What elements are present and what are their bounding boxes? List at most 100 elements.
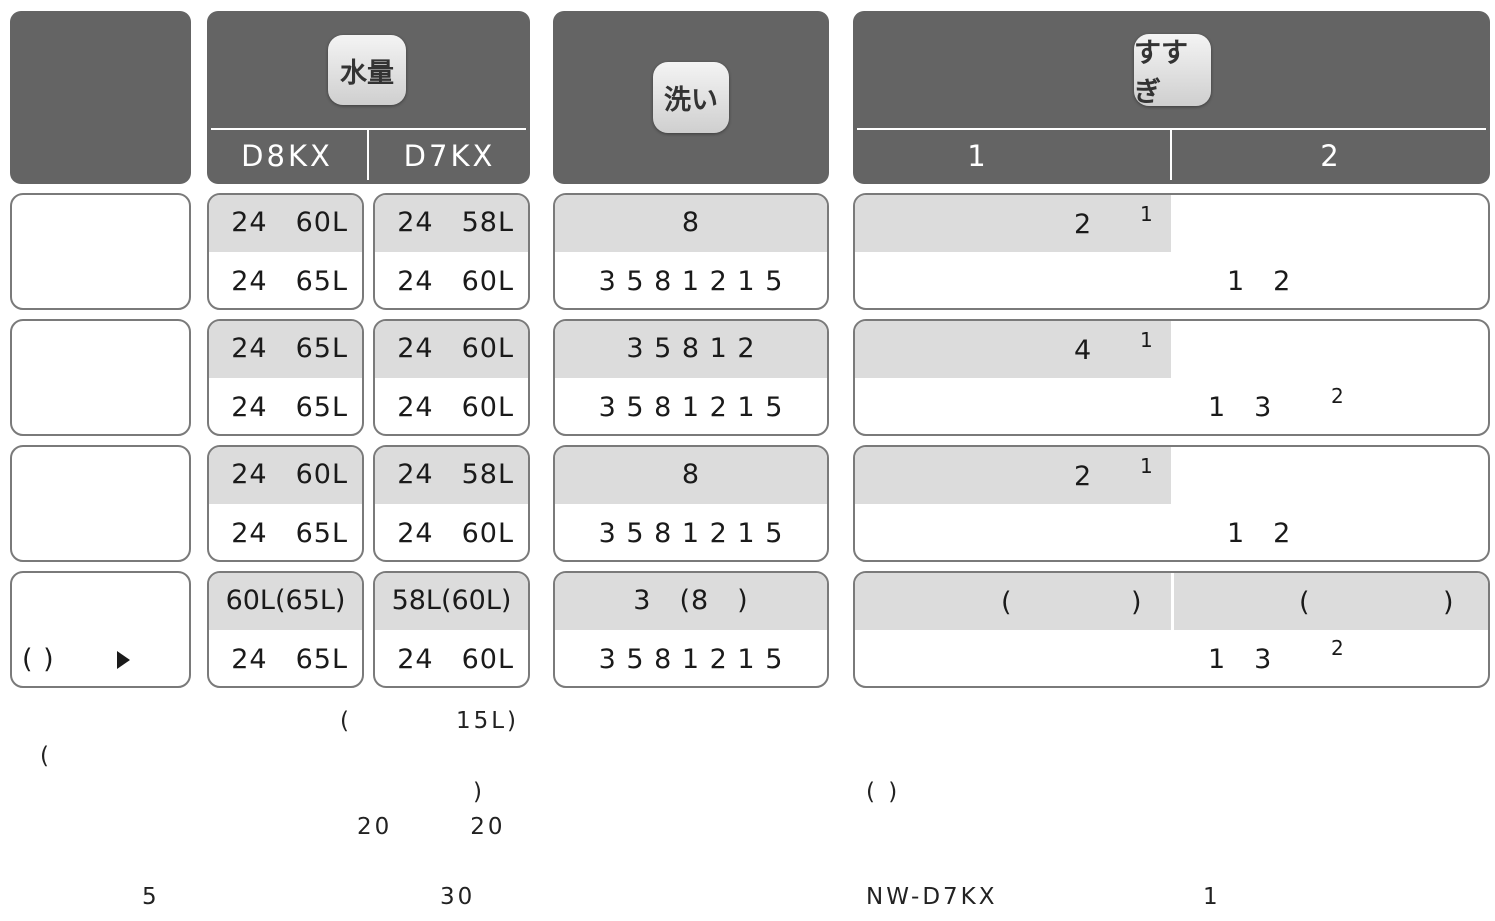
rinse-top-value: 4 (1074, 335, 1093, 366)
rinse-top-value: 2 (1074, 461, 1093, 492)
cell-band (375, 321, 528, 378)
wash-bottom: 3 5 8 1 2 1 5 (598, 644, 784, 675)
header-water: 水量 D8KX D7KX (207, 11, 530, 184)
water-top: 24 60L (397, 333, 514, 364)
note-line: ( (40, 743, 52, 769)
right-arrow-icon (117, 651, 130, 669)
rinse-badge: すすぎ (1134, 34, 1211, 108)
cell-band (555, 195, 827, 252)
rinse-col-1: 1 (967, 139, 989, 173)
footnote-mark: 2 (1331, 636, 1344, 660)
rinse-bottom-value: 1 3 (1208, 644, 1273, 675)
rinse-paren-close: ) (1443, 587, 1455, 618)
note-line: NW-D7KX (866, 884, 998, 910)
water-bottom: 24 65L (231, 392, 348, 423)
cell-band (855, 447, 1171, 504)
note-line: 30 (440, 884, 476, 910)
water-d7kx-cell: 24 60L 24 60L (373, 319, 530, 436)
water-bottom: 24 65L (231, 266, 348, 297)
header-model-divider (367, 130, 369, 180)
footnote-mark: 1 (1140, 328, 1153, 352)
water-badge: 水量 (328, 35, 406, 105)
water-top: 24 65L (231, 333, 348, 364)
wash-bottom: 3 5 8 1 2 1 5 (598, 266, 784, 297)
water-d7kx-cell: 24 58L 24 60L (373, 445, 530, 562)
cell-band (555, 321, 827, 378)
wash-top: 3 (8 ) (633, 585, 749, 616)
rinse-cell: 2 1 1 2 (853, 193, 1490, 310)
water-bottom: 24 60L (397, 392, 514, 423)
water-top: 24 58L (397, 459, 514, 490)
water-d8kx-cell: 60L(65L) 24 65L (207, 571, 364, 688)
water-d8kx-cell: 24 60L 24 65L (207, 445, 364, 562)
cell-band (209, 573, 362, 630)
cell-band (375, 195, 528, 252)
cell-band (209, 321, 362, 378)
rinse-top-value: 2 (1074, 209, 1093, 240)
header-divider (211, 128, 526, 130)
rinse-paren-open: ( (1001, 587, 1013, 618)
row-label-box (10, 193, 191, 310)
water-bottom: 24 65L (231, 644, 348, 675)
rinse-cell: 2 1 1 2 (853, 445, 1490, 562)
cell-separator (1171, 573, 1174, 630)
row-label-text: ( ) (22, 644, 55, 675)
water-top: 24 58L (397, 207, 514, 238)
rinse-cell: ( ) ( ) 1 3 2 (853, 571, 1490, 688)
footnote-mark: 1 (1140, 454, 1153, 478)
wash-cell: 3 (8 ) 3 5 8 1 2 1 5 (553, 571, 829, 688)
rinse-paren-close: ) (1131, 587, 1143, 618)
row-label-box (10, 445, 191, 562)
rinse-bottom-value: 1 2 (1227, 518, 1292, 549)
header-label-column (10, 11, 191, 184)
footnote-mark: 1 (1140, 202, 1153, 226)
note-line: 20 20 (357, 814, 506, 840)
header-divider (857, 128, 1486, 130)
water-bottom: 24 60L (397, 266, 514, 297)
rinse-cell: 4 1 1 3 2 (853, 319, 1490, 436)
water-top: 58L(60L) (391, 585, 512, 616)
row-label-box: ( ) (10, 571, 191, 688)
cell-band (375, 573, 528, 630)
water-top: 24 60L (231, 459, 348, 490)
note-line: ( 15L) (340, 708, 520, 734)
wash-bottom: 3 5 8 1 2 1 5 (598, 392, 784, 423)
footnote-mark: 2 (1331, 384, 1344, 408)
note-line: ) (473, 779, 485, 805)
rinse-col-2: 2 (1320, 139, 1342, 173)
water-bottom: 24 65L (231, 518, 348, 549)
cell-separator (1171, 447, 1174, 504)
wash-top: 8 (681, 459, 701, 490)
water-bottom: 24 60L (397, 518, 514, 549)
header-rinse: すすぎ 1 2 (853, 11, 1490, 184)
wash-bottom: 3 5 8 1 2 1 5 (598, 518, 784, 549)
cell-band (555, 573, 827, 630)
water-d7kx-cell: 24 58L 24 60L (373, 193, 530, 310)
cell-band (375, 447, 528, 504)
cell-band (855, 195, 1171, 252)
water-top: 24 60L (231, 207, 348, 238)
row-label-box (10, 319, 191, 436)
wash-top: 3 5 8 1 2 (626, 333, 756, 364)
header-rinse-divider (1170, 130, 1172, 180)
cell-band (855, 321, 1171, 378)
cell-band (209, 195, 362, 252)
note-line: ( ) (866, 779, 901, 805)
cell-separator (1171, 321, 1174, 378)
water-d7kx-cell: 58L(60L) 24 60L (373, 571, 530, 688)
cell-separator (1171, 195, 1174, 252)
water-d8kx-cell: 24 60L 24 65L (207, 193, 364, 310)
wash-top: 8 (681, 207, 701, 238)
header-wash: 洗い (553, 11, 829, 184)
wash-cell: 8 3 5 8 1 2 1 5 (553, 445, 829, 562)
water-bottom: 24 60L (397, 644, 514, 675)
cell-band (209, 447, 362, 504)
rinse-bottom-value: 1 2 (1227, 266, 1292, 297)
wash-cell: 3 5 8 1 2 3 5 8 1 2 1 5 (553, 319, 829, 436)
wash-badge: 洗い (653, 62, 729, 133)
cell-band (555, 447, 827, 504)
wash-cell: 8 3 5 8 1 2 1 5 (553, 193, 829, 310)
model-d8kx: D8KX (241, 139, 333, 173)
rinse-bottom-value: 1 3 (1208, 392, 1273, 423)
water-top: 60L(65L) (225, 585, 346, 616)
